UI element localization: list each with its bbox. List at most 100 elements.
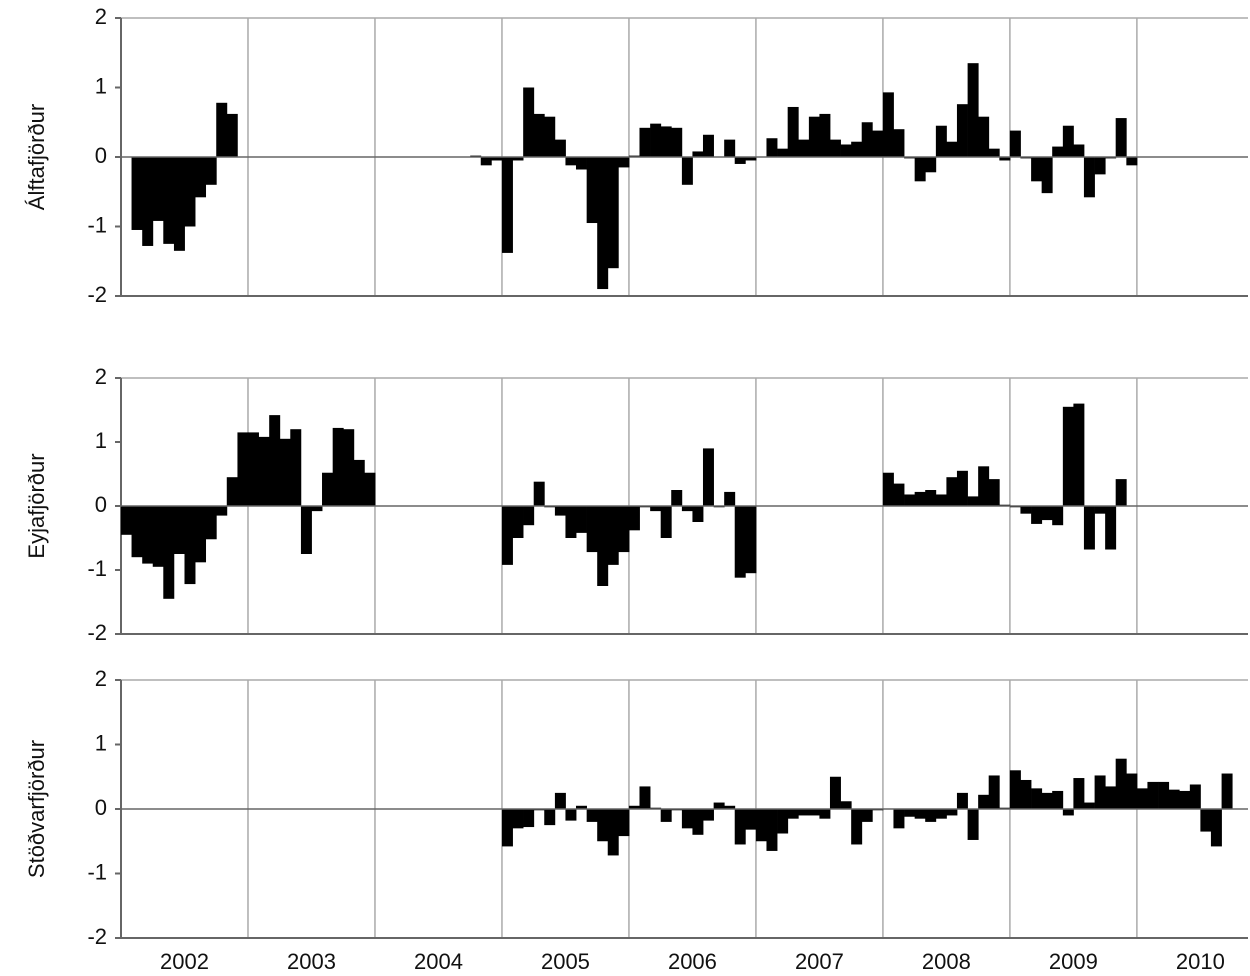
bar: [607, 157, 619, 269]
bar: [618, 506, 630, 553]
bar: [1083, 802, 1095, 809]
y-axis-label: Stöðvarfjörður: [24, 740, 49, 878]
bar: [882, 92, 894, 157]
bar: [692, 809, 704, 835]
bar: [1083, 157, 1095, 198]
bar: [766, 809, 778, 851]
x-tick-label: 2008: [922, 949, 971, 974]
bar: [258, 436, 270, 506]
bar: [269, 415, 281, 506]
bar: [967, 496, 979, 506]
bar: [1158, 781, 1170, 809]
bar: [205, 157, 217, 185]
bar: [660, 506, 672, 538]
bar: [1041, 157, 1053, 194]
bar: [777, 809, 789, 834]
bar: [724, 805, 736, 809]
x-tick-label: 2007: [795, 949, 844, 974]
bar: [322, 472, 334, 506]
bar: [565, 809, 577, 821]
bar: [1052, 790, 1064, 809]
bar: [671, 490, 683, 506]
bar: [554, 139, 566, 157]
bar: [131, 506, 143, 558]
y-tick-label: -2: [87, 282, 107, 307]
bar: [173, 506, 185, 554]
bar: [163, 157, 175, 244]
bar: [512, 157, 524, 161]
y-tick-label: -2: [87, 924, 107, 949]
y-tick-label: -1: [87, 859, 107, 884]
bar: [882, 472, 894, 506]
bar: [713, 802, 725, 809]
bar: [1168, 789, 1180, 809]
bar: [1031, 788, 1043, 809]
y-axis-label: Álftafjörður: [24, 104, 49, 210]
bar: [480, 157, 492, 166]
bar: [692, 151, 704, 157]
bar: [523, 809, 535, 828]
bar: [173, 157, 185, 251]
bar: [554, 506, 566, 516]
bar: [607, 809, 619, 856]
bar: [554, 792, 566, 809]
bar: [1031, 506, 1043, 524]
bar: [745, 506, 757, 574]
bar: [671, 127, 683, 157]
bar: [946, 477, 958, 506]
bar: [766, 138, 778, 157]
bar: [978, 466, 990, 506]
bar: [946, 809, 958, 816]
bar: [893, 483, 905, 506]
y-tick-label: -1: [87, 212, 107, 237]
bar: [914, 809, 926, 819]
bar: [978, 794, 990, 809]
bar: [1062, 406, 1074, 506]
bar: [904, 494, 916, 506]
bar: [914, 157, 926, 182]
bar: [1009, 130, 1021, 157]
bar: [1115, 758, 1127, 809]
bar: [819, 809, 831, 819]
bar: [1105, 506, 1117, 550]
bar: [311, 506, 323, 512]
bar: [956, 792, 968, 809]
bar: [956, 104, 968, 157]
bar: [946, 141, 958, 157]
x-tick-label: 2010: [1176, 949, 1225, 974]
bar: [1041, 506, 1053, 521]
bar: [544, 809, 556, 826]
bar: [597, 809, 609, 842]
y-tick-label: 0: [95, 795, 107, 820]
bar: [575, 506, 587, 533]
bar: [639, 127, 651, 157]
bar: [692, 506, 704, 522]
bar: [967, 809, 979, 840]
bar: [332, 427, 344, 506]
bar: [787, 106, 799, 157]
bar: [681, 506, 693, 512]
bar: [512, 809, 524, 829]
bar: [1126, 773, 1138, 809]
bar: [618, 157, 630, 168]
bar: [491, 157, 503, 161]
bar: [925, 809, 937, 822]
bar: [967, 63, 979, 157]
bar: [523, 506, 535, 526]
bar: [1020, 779, 1032, 809]
bar: [808, 116, 820, 157]
bar: [904, 809, 916, 817]
y-tick-label: 2: [95, 666, 107, 691]
y-tick-label: 2: [95, 4, 107, 29]
y-tick-label: 1: [95, 428, 107, 453]
bar: [142, 506, 154, 564]
bar: [1083, 506, 1095, 550]
bar: [184, 506, 196, 585]
bar: [925, 490, 937, 506]
bar: [829, 776, 841, 809]
bar: [618, 809, 630, 837]
bar: [1115, 479, 1127, 506]
bar: [872, 130, 884, 157]
bar: [353, 459, 365, 506]
